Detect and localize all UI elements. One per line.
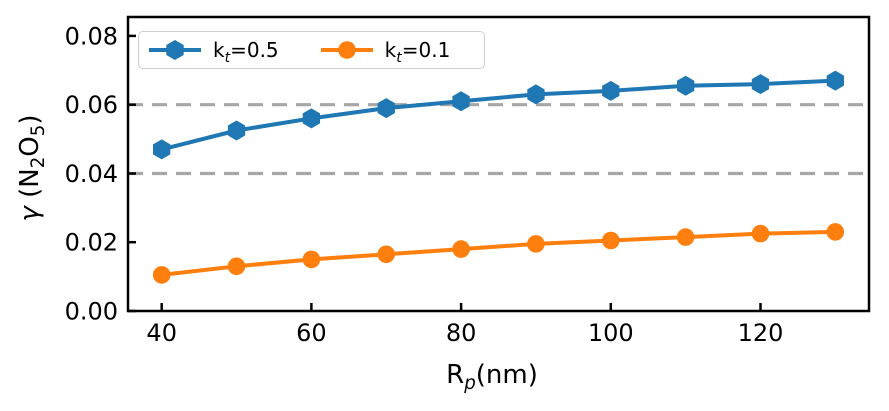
data-point-marker [527, 84, 545, 105]
data-point-marker [677, 75, 695, 96]
data-point-marker [452, 91, 470, 112]
data-point-marker [227, 257, 246, 276]
legend-label: kt=0.5 [213, 38, 279, 66]
data-point-marker [751, 74, 770, 95]
axes-spines [126, 15, 871, 313]
series-2 [152, 223, 845, 284]
data-point-marker [302, 250, 321, 269]
legend-marker-circle [320, 41, 373, 59]
legend-item-1: kt=0.5 [149, 38, 279, 66]
data-point-marker [826, 70, 844, 91]
y-tick-label: 0.06 [65, 91, 118, 119]
data-point-marker [826, 223, 845, 241]
x-tick-label: 100 [588, 319, 634, 347]
y-tick-label: 0.04 [65, 160, 118, 188]
data-point-marker [602, 80, 620, 101]
legend-item-2: kt=0.1 [320, 38, 451, 66]
y-tick-label: 0.08 [65, 22, 118, 50]
legend: kt=0.5 kt=0.1 [138, 31, 485, 69]
data-point-marker [377, 245, 396, 264]
x-tick-label: 120 [738, 319, 784, 347]
legend-marker-hexagon [149, 40, 201, 60]
data-point-marker [152, 266, 171, 284]
data-point-marker [337, 41, 356, 59]
series-1 [153, 70, 844, 160]
data-point-marker [751, 224, 770, 243]
y-tick-label: 0.00 [65, 298, 118, 326]
x-tick-label: 80 [446, 319, 477, 347]
x-axis-label: Rp(nm) [446, 360, 538, 395]
data-point-marker [527, 235, 545, 253]
data-point-marker [166, 40, 184, 60]
data-point-marker [602, 231, 620, 250]
data-point-marker [676, 228, 695, 246]
y-tick-label: 0.02 [65, 229, 118, 257]
data-point-marker [452, 240, 470, 258]
data-point-marker [377, 98, 395, 119]
data-point-marker [227, 120, 246, 141]
x-tick-label: 60 [296, 319, 327, 347]
data-point-marker [302, 108, 320, 129]
data-point-marker [153, 139, 171, 160]
series-line [159, 229, 838, 277]
y-axis-label: γ (N2O5) [15, 114, 50, 222]
series-line [159, 78, 838, 152]
legend-label: kt=0.1 [384, 38, 451, 66]
x-tick-label: 40 [146, 319, 177, 347]
